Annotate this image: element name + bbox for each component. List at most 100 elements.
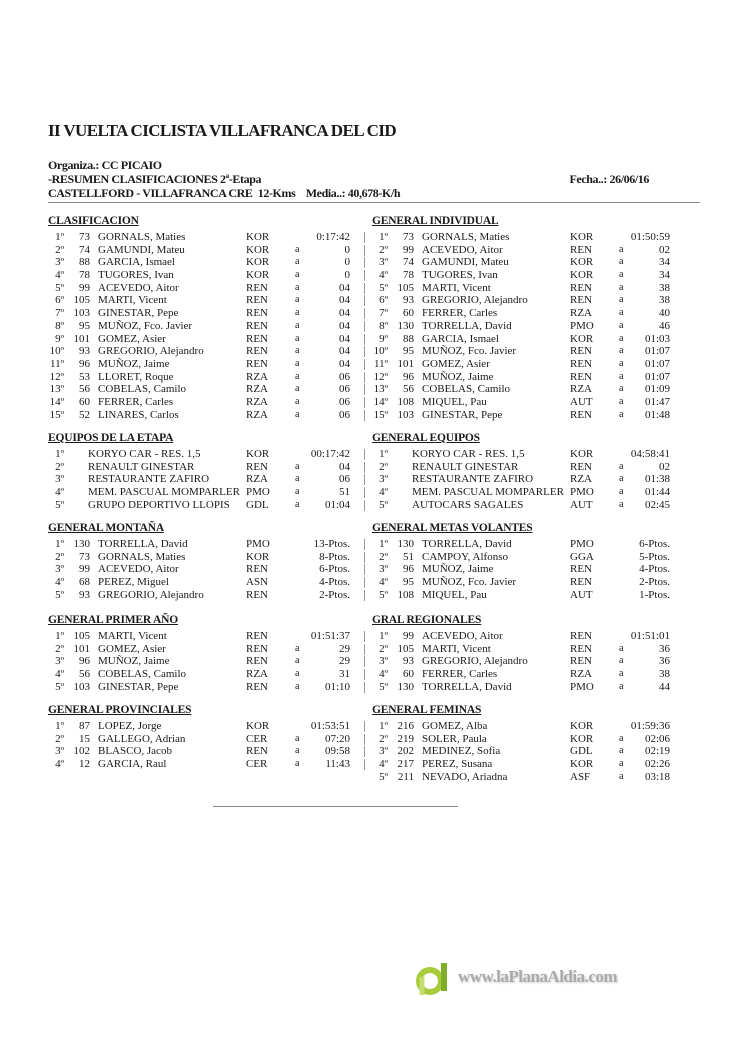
gap-prefix-cell: a [295, 745, 300, 757]
time-cell: 01:47 [644, 395, 670, 408]
name-cell: GREGORIO, Alejandro [98, 345, 204, 358]
table-row: 2º RENAULT GINESTAR REN a 04 [48, 461, 378, 474]
dorsal-cell: 96 [403, 563, 414, 576]
dorsal-cell: 96 [79, 357, 90, 370]
dorsal-cell: 130 [397, 319, 415, 332]
name-cell: MUÑOZ, Fco. Javier [422, 576, 517, 589]
time-cell: 01:09 [644, 383, 670, 396]
stage-route: CASTELLFORD - VILLAFRANCA CRE 12-Kms Med… [48, 186, 401, 200]
table-row: 10º 93 GREGORIO, Alejandro REN a 04 [48, 345, 378, 358]
time-cell: 01:44 [644, 486, 670, 499]
dorsal-cell: 56 [79, 668, 90, 681]
team-cell: REN [570, 408, 592, 421]
team-cell: KOR [570, 256, 594, 269]
table-row: 2º 74 GAMUNDI, Mateu KOR a 0 [48, 244, 378, 257]
dorsal-cell: 93 [403, 294, 414, 307]
team-cell: REN [570, 655, 592, 668]
time-cell: 02:26 [644, 758, 670, 771]
time-cell: 2-Ptos. [319, 588, 350, 601]
team-cell: RZA [570, 668, 592, 681]
name-cell: GORNALS, Maties [98, 231, 186, 243]
footer-divider [213, 806, 458, 807]
dorsal-cell: 202 [397, 745, 415, 758]
position-cell: 2º [55, 732, 64, 745]
column-separator [364, 577, 365, 589]
name-cell: NEVADO, Ariadna [422, 770, 508, 783]
name-cell: COBELAS, Camilo [98, 383, 187, 396]
column-separator [364, 461, 365, 473]
team-cell: AUT [570, 588, 593, 601]
time-cell: 0 [344, 243, 351, 256]
gap-prefix-cell: a [619, 486, 624, 498]
team-cell: AUT [570, 498, 593, 511]
time-cell: 01:53:51 [310, 720, 350, 732]
gap-prefix-cell: a [619, 357, 624, 369]
gap-prefix-cell: a [619, 345, 624, 357]
dorsal-cell: 93 [79, 588, 90, 601]
gap-prefix-cell: a [619, 460, 624, 472]
table-row: 3º RESTAURANTE ZAFIRO RZA a 01:38 [372, 473, 702, 486]
column-separator [364, 564, 365, 576]
position-cell: 5º [379, 680, 388, 693]
name-cell: ACEVEDO, Aitor [422, 630, 503, 642]
position-cell: 4º [55, 758, 64, 771]
gap-prefix-cell: a [295, 473, 300, 485]
dorsal-cell: 102 [73, 745, 91, 758]
name-cell: TORRELLA, David [98, 538, 188, 550]
team-cell: REN [570, 281, 592, 294]
time-cell: 01:51:37 [310, 630, 350, 642]
name-cell: COBELAS, Camilo [98, 668, 187, 681]
name-cell: TUGORES, Ivan [98, 269, 174, 282]
time-cell: 29 [339, 655, 350, 668]
dorsal-cell: 103 [73, 307, 91, 320]
dorsal-cell: 87 [79, 720, 90, 732]
time-cell: 09:58 [324, 745, 350, 758]
section-clasificacion: CLASIFICACION 1º 73 GORNALS, Maties KOR 0:17:… [48, 214, 378, 421]
team-cell: PMO [570, 680, 594, 693]
gap-prefix-cell: a [295, 668, 300, 680]
name-cell: RENAULT GINESTAR [88, 460, 195, 473]
gap-prefix-cell: a [295, 383, 300, 395]
position-cell: 1º [379, 448, 388, 460]
gap-prefix-cell: a [295, 332, 300, 344]
team-cell: REN [246, 281, 268, 294]
column-separator [364, 681, 365, 693]
name-cell: FERRER, Carles [98, 395, 174, 408]
time-cell: 4-Ptos. [319, 576, 350, 589]
section-equipos-etapa: EQUIPOS DE LA ETAPA 1º KORYO CAR - RES. 1,… [48, 431, 378, 511]
gap-prefix-cell: a [295, 294, 300, 306]
name-cell: GREGORIO, Alejandro [422, 655, 528, 668]
gap-prefix-cell: a [619, 307, 624, 319]
time-cell: 01:07 [644, 370, 670, 383]
position-cell: 1º [379, 630, 388, 642]
table-row: 14º 108 MIQUEL, Pau AUT a 01:47 [372, 396, 702, 409]
name-cell: GOMEZ, Asier [98, 642, 166, 655]
team-cell: GDL [570, 745, 593, 758]
name-cell: KORYO CAR - RES. 1,5 [412, 448, 525, 460]
gap-prefix-cell: a [619, 243, 624, 255]
team-cell: RZA [246, 370, 268, 383]
dorsal-cell: 105 [397, 642, 415, 655]
time-cell: 01:51:01 [630, 630, 670, 642]
gap-prefix-cell: a [295, 357, 300, 369]
position-cell: 4º [55, 668, 64, 681]
section-heading: GENERAL MONTAÑA [48, 522, 164, 534]
column-separator [364, 746, 365, 758]
time-cell: 36 [659, 655, 670, 668]
team-cell: GDL [246, 498, 269, 511]
time-cell: 01:07 [644, 357, 670, 370]
section-general-primer-ano: GENERAL PRIMER AÑO 1º 105 MARTI, Vicent REN 0… [48, 613, 378, 693]
gap-prefix-cell: a [619, 256, 624, 268]
position-cell: 4º [55, 269, 64, 282]
position-cell: 12º [373, 370, 388, 383]
gap-prefix-cell: a [295, 243, 300, 255]
time-cell: 02 [659, 243, 670, 256]
position-cell: 3º [379, 473, 388, 486]
column-separator [364, 733, 365, 745]
position-cell: 15º [373, 408, 388, 421]
gap-prefix-cell: a [295, 345, 300, 357]
dorsal-cell: 103 [397, 408, 415, 421]
table-row: 1º 73 GORNALS, Maties KOR 01:50:59 [372, 231, 702, 244]
dorsal-cell: 130 [397, 538, 415, 550]
position-cell: 5º [55, 498, 64, 511]
